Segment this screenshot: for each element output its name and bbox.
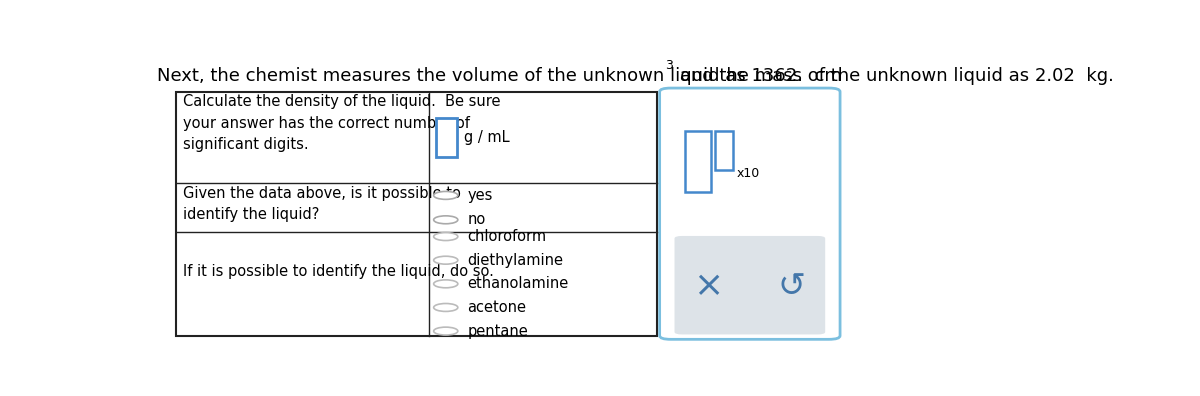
Bar xyxy=(714,131,733,170)
Text: yes: yes xyxy=(467,188,492,203)
Text: x10: x10 xyxy=(737,167,760,180)
Circle shape xyxy=(433,191,458,199)
Text: diethylamine: diethylamine xyxy=(467,253,563,268)
Text: ×: × xyxy=(692,269,724,303)
Text: and the mass of the unknown liquid as 2.02  kg.: and the mass of the unknown liquid as 2.… xyxy=(673,67,1114,86)
Circle shape xyxy=(433,216,458,224)
Text: Next, the chemist measures the volume of the unknown liquid as 1362.  cm: Next, the chemist measures the volume of… xyxy=(157,67,842,86)
Bar xyxy=(437,118,457,157)
Text: Given the data above, is it possible to
identify the liquid?: Given the data above, is it possible to … xyxy=(184,186,461,222)
Text: acetone: acetone xyxy=(467,300,526,315)
FancyBboxPatch shape xyxy=(674,236,826,335)
Text: pentane: pentane xyxy=(467,324,528,339)
Text: 3: 3 xyxy=(665,59,673,72)
Bar xyxy=(176,92,656,336)
Circle shape xyxy=(433,303,458,311)
Circle shape xyxy=(433,232,458,240)
Text: ↺: ↺ xyxy=(778,270,805,303)
Bar xyxy=(685,131,710,192)
Text: ethanolamine: ethanolamine xyxy=(467,276,569,291)
Circle shape xyxy=(433,256,458,264)
Text: If it is possible to identify the liquid, do so.: If it is possible to identify the liquid… xyxy=(184,264,494,279)
Text: no: no xyxy=(467,212,485,227)
Circle shape xyxy=(433,327,458,335)
Text: g / mL: g / mL xyxy=(464,130,510,145)
FancyBboxPatch shape xyxy=(660,88,840,339)
Circle shape xyxy=(433,280,458,288)
Text: Calculate the density of the liquid.  Be sure
your answer has the correct number: Calculate the density of the liquid. Be … xyxy=(184,94,500,152)
Text: chloroform: chloroform xyxy=(467,229,546,244)
